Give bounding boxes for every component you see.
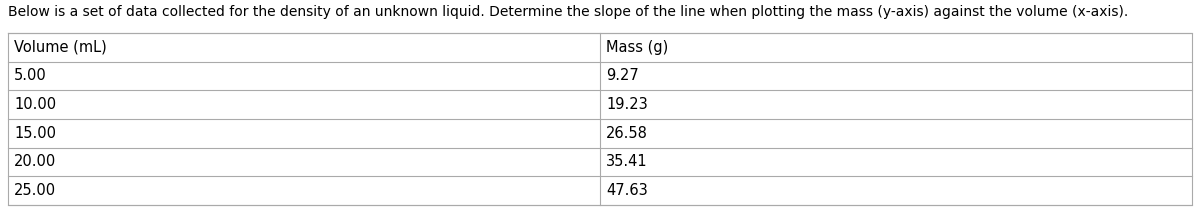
Text: 20.00: 20.00 (14, 154, 56, 169)
Text: 10.00: 10.00 (14, 97, 56, 112)
Text: 35.41: 35.41 (606, 154, 648, 169)
Text: 26.58: 26.58 (606, 126, 648, 141)
Text: 25.00: 25.00 (14, 183, 56, 198)
Text: 19.23: 19.23 (606, 97, 648, 112)
Text: Below is a set of data collected for the density of an unknown liquid. Determine: Below is a set of data collected for the… (8, 5, 1128, 19)
Text: 15.00: 15.00 (14, 126, 56, 141)
Text: Volume (mL): Volume (mL) (14, 40, 107, 55)
Text: Mass (g): Mass (g) (606, 40, 668, 55)
Text: 9.27: 9.27 (606, 69, 638, 84)
Text: 5.00: 5.00 (14, 69, 47, 84)
Text: 47.63: 47.63 (606, 183, 648, 198)
